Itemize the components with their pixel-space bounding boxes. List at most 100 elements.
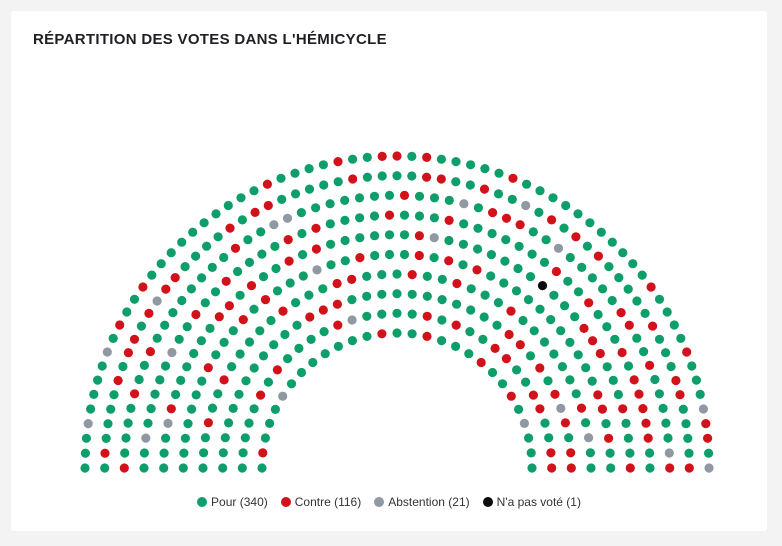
seat-contre <box>566 448 576 458</box>
seat-contre <box>283 235 293 245</box>
seat-pour <box>258 272 269 282</box>
seat-pour <box>399 249 410 260</box>
seat-contre <box>593 251 604 261</box>
seat-pour <box>661 418 671 428</box>
seat-pour <box>187 404 197 414</box>
seat-pour <box>319 180 329 190</box>
seat-contre <box>260 295 271 305</box>
seat-pour <box>695 389 705 399</box>
seat-pour <box>480 290 490 300</box>
seat-pour <box>654 389 665 399</box>
seat-pour <box>407 171 417 181</box>
seat-pour <box>81 433 91 443</box>
seat-pour <box>109 390 119 400</box>
seat-contre <box>436 174 446 184</box>
seat-contre <box>625 463 635 473</box>
seat-pour <box>108 333 118 343</box>
seat-pour <box>348 154 358 164</box>
seat-pour <box>683 433 693 443</box>
seat-pour <box>276 173 286 183</box>
seat-pour <box>560 301 570 311</box>
seat-pour <box>270 241 280 251</box>
seat-contre <box>311 223 321 233</box>
seat-pour <box>152 333 162 343</box>
seat-pour <box>613 389 624 400</box>
seat-pour <box>478 334 488 344</box>
seat-pour <box>249 304 259 314</box>
seat-pour <box>650 374 660 385</box>
legend-label-abstention: Abstention (21) <box>388 495 470 509</box>
seat-pour <box>294 343 304 353</box>
seat-pour <box>684 448 694 458</box>
seat-pour <box>176 375 186 385</box>
seat-pour <box>182 322 192 332</box>
seat-contre <box>551 266 562 277</box>
seat-contre <box>284 256 294 266</box>
seat-pour <box>155 375 165 385</box>
seat-pour <box>535 186 545 196</box>
seat-pour <box>244 257 255 267</box>
seat-contre <box>119 463 129 473</box>
seat-contre <box>646 282 656 292</box>
seat-contre <box>546 448 556 458</box>
seat-pour <box>369 191 380 201</box>
seat-pour <box>129 294 140 304</box>
seat-pour <box>233 266 243 277</box>
seat-pour <box>392 171 402 181</box>
seat-pour <box>546 315 556 325</box>
seat-pour <box>497 379 508 389</box>
seat-pour <box>704 448 714 458</box>
seat-abstention <box>521 200 531 211</box>
legend: Pour (340) Contre (116) Abstention (21) … <box>11 495 767 509</box>
seat-pour <box>347 295 357 305</box>
seat-pour <box>523 295 534 305</box>
seat-pour <box>198 463 208 473</box>
seat-contre <box>616 308 626 318</box>
seat-pour <box>548 193 558 203</box>
seat-contre <box>641 418 651 428</box>
seat-contre <box>377 329 387 339</box>
seat-pour <box>407 329 417 339</box>
seat-pour <box>561 200 571 211</box>
seat-pour <box>199 218 209 228</box>
seat-pour <box>602 322 612 332</box>
seat-pour <box>384 249 395 260</box>
seat-contre <box>422 331 432 341</box>
seat-pour <box>174 334 184 344</box>
legend-label-nonvotant: N'a pas voté (1) <box>496 495 581 509</box>
seat-pour <box>608 375 618 385</box>
seat-abstention <box>83 419 93 429</box>
seat-pour <box>304 164 314 174</box>
seat-pour <box>511 286 522 296</box>
seat-pour <box>499 278 509 288</box>
seat-pour <box>541 235 551 245</box>
seat-contre <box>170 273 180 283</box>
seat-abstention <box>704 463 714 473</box>
seat-contre <box>311 244 321 254</box>
seat-pour <box>257 463 267 473</box>
seat-pour <box>384 230 395 240</box>
seat-pour <box>210 287 221 297</box>
seat-contre <box>506 391 516 401</box>
seat-pour <box>466 160 476 170</box>
seat-pour <box>486 271 496 281</box>
seat-pour <box>121 433 131 443</box>
seat-pour <box>429 213 439 223</box>
seat-contre <box>629 375 639 385</box>
seat-pour <box>437 295 447 305</box>
seat-pour <box>200 298 210 308</box>
seat-pour <box>507 194 517 204</box>
seat-contre <box>547 463 557 473</box>
seat-pour <box>466 305 476 315</box>
seat-contre <box>504 329 514 340</box>
seat-pour <box>178 463 188 473</box>
seat-pour <box>605 448 615 458</box>
seat-pour <box>333 341 343 351</box>
seat-pour <box>473 223 483 233</box>
seat-pour <box>296 208 306 218</box>
seat-pour <box>437 315 447 325</box>
seat-contre <box>384 210 395 220</box>
seat-pour <box>637 270 647 280</box>
seat-contre <box>422 172 432 182</box>
seat-pour <box>614 273 624 283</box>
